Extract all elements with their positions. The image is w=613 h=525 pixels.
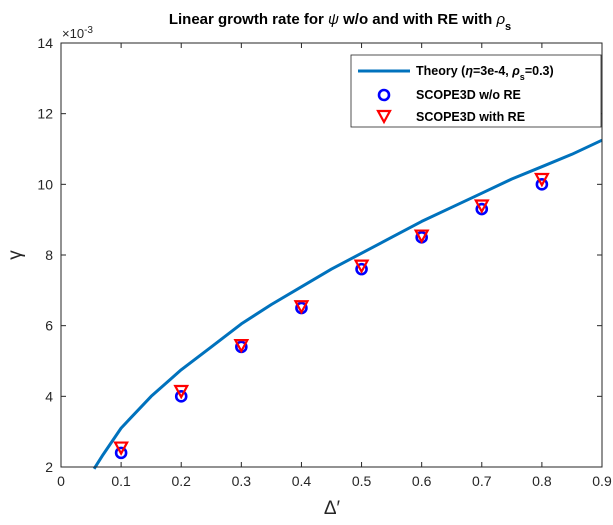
y-tick-label: 8: [45, 247, 53, 263]
y-tick-label: 6: [45, 318, 53, 334]
legend: Theory (η=3e-4, ρs=0.3) SCOPE3D w/o RE S…: [350, 54, 602, 128]
y-tick-label: 2: [45, 459, 53, 475]
x-tick-label: 0.4: [292, 473, 312, 489]
with-re-point: [473, 199, 490, 214]
x-tick-label: 0.6: [412, 473, 432, 489]
x-tick-label: 0.5: [352, 473, 372, 489]
with-re-point: [413, 229, 430, 244]
legend-box: [350, 54, 602, 128]
with-re-point: [233, 339, 250, 354]
marker-layer: [113, 172, 550, 460]
wo-re-point: [355, 262, 368, 276]
with-re-point: [173, 384, 190, 400]
with-re-point: [353, 259, 370, 274]
x-tick-label: 0.8: [532, 473, 552, 489]
theory-curve: [92, 138, 603, 470]
x-tick-label: 0.1: [111, 473, 131, 489]
legend-wo-re-label: SCOPE3D w/o RE: [416, 88, 521, 102]
x-tick-label: 0.7: [472, 473, 492, 489]
tick-layer: 0 0.1 0.2 0.3 0.4 0.5 0.6 0.7 0.8 0.9 2 4 6 8 10 12 14: [37, 35, 612, 489]
legend-with-re-label: SCOPE3D with RE: [416, 110, 525, 124]
legend-theory-label: Theory (η=3e-4, ρs=0.3): [416, 64, 554, 82]
wo-re-point: [475, 202, 489, 216]
wo-re-point: [114, 446, 128, 460]
y-tick-label: 12: [37, 106, 53, 122]
x-tick-label: 0.2: [171, 473, 191, 489]
wo-re-point: [174, 390, 188, 403]
x-axis-label: Δ′: [324, 498, 341, 519]
y-tick-label: 14: [37, 35, 53, 51]
x-tick-label: 0.9: [592, 473, 612, 489]
wo-re-point: [535, 178, 549, 191]
theory-curve-layer: [92, 138, 603, 470]
with-re-point: [113, 441, 129, 456]
chart-title: Linear growth rate for ψ w/o and with RE…: [169, 11, 511, 33]
with-re-point: [534, 172, 550, 188]
with-re-point: [293, 300, 310, 315]
y-tick-label: 10: [37, 176, 53, 192]
y-exponent-label: ×10-3: [62, 25, 93, 42]
x-tick-label: 0.3: [232, 473, 252, 489]
legend-circle-marker: [377, 88, 391, 102]
legend-triangle-marker: [376, 109, 392, 125]
x-tick-label: 0: [57, 473, 65, 489]
y-axis-label: γ: [5, 250, 26, 260]
y-tick-label: 4: [45, 388, 53, 404]
